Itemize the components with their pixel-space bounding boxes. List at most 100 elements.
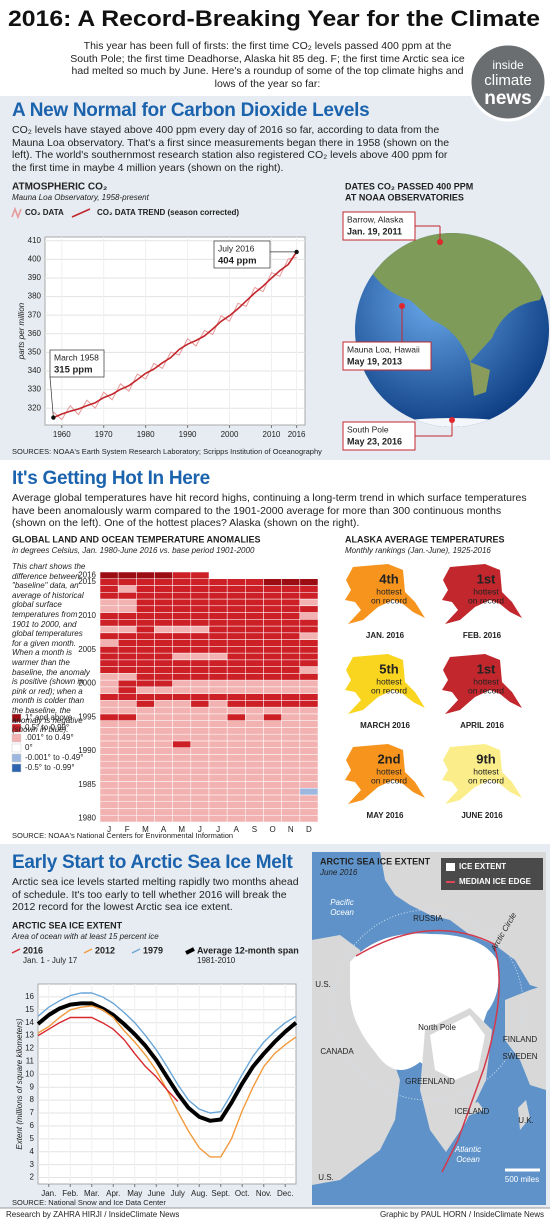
heat-cell bbox=[263, 639, 282, 647]
chart-title: ATMOSPHERIC CO₂ bbox=[12, 182, 107, 193]
heat-cell bbox=[245, 686, 264, 694]
heat-cell bbox=[208, 727, 228, 735]
heat-cell bbox=[117, 619, 137, 627]
heat-cell bbox=[154, 679, 173, 688]
heat-cell bbox=[226, 781, 246, 789]
heat-cell bbox=[299, 814, 319, 823]
heat-cell bbox=[172, 612, 192, 620]
heat-cell bbox=[154, 639, 173, 647]
x-tick-label: D bbox=[306, 825, 312, 834]
heat-cell bbox=[172, 706, 192, 715]
heat-cell bbox=[208, 781, 228, 789]
heat-cell bbox=[281, 794, 301, 802]
legend-label: 1° and above bbox=[25, 713, 73, 722]
x-tick-label: 2000 bbox=[221, 430, 239, 439]
heat-cell bbox=[172, 808, 192, 816]
heat-cell bbox=[299, 700, 319, 708]
heat-cell bbox=[136, 808, 155, 816]
heat-cell bbox=[190, 781, 210, 789]
heat-cell bbox=[208, 666, 228, 674]
legend-swatch bbox=[11, 763, 22, 773]
heat-cell bbox=[263, 767, 282, 775]
map-legend-label: MEDIAN ICE EDGE bbox=[459, 877, 532, 886]
heat-cell bbox=[154, 686, 173, 694]
rank: 9th bbox=[476, 751, 496, 766]
heat-cell bbox=[136, 666, 155, 674]
x-tick-label: Mar. bbox=[84, 1189, 100, 1198]
heat-cell bbox=[299, 801, 319, 809]
heat-cell bbox=[117, 598, 137, 607]
heat-cell bbox=[136, 585, 155, 593]
heat-cell bbox=[208, 760, 228, 769]
heat-cell bbox=[117, 787, 137, 796]
heat-cell bbox=[263, 720, 282, 728]
heat-cell bbox=[208, 686, 228, 694]
legend-swatch bbox=[11, 743, 22, 753]
heat-cell bbox=[281, 673, 301, 681]
x-tick-label: A bbox=[161, 825, 167, 834]
heat-cell bbox=[172, 652, 192, 661]
heat-cell bbox=[154, 673, 173, 681]
month-label: MAY 2016 bbox=[367, 811, 404, 820]
heat-cell bbox=[99, 605, 119, 613]
heat-cell bbox=[154, 666, 173, 674]
arctic-map bbox=[312, 852, 546, 1205]
heat-cell bbox=[99, 814, 119, 823]
heat-cell bbox=[190, 571, 210, 580]
heat-cell bbox=[208, 625, 228, 634]
heat-cell bbox=[154, 754, 173, 762]
map-label: CANADA bbox=[320, 1047, 354, 1056]
heat-cell bbox=[226, 794, 246, 802]
heat-cell bbox=[190, 801, 210, 809]
alaska-map bbox=[442, 564, 522, 624]
heat-cell bbox=[299, 767, 319, 775]
legend-note: 1981-2010 bbox=[197, 956, 236, 965]
heat-cell bbox=[281, 646, 301, 654]
heat-cell bbox=[117, 801, 137, 809]
map-label: North Pole bbox=[418, 1023, 456, 1032]
heat-cell bbox=[136, 700, 155, 708]
heat-cell bbox=[281, 781, 301, 789]
heat-cell bbox=[208, 632, 228, 640]
heat-cell bbox=[154, 571, 173, 580]
heat-cell bbox=[154, 693, 173, 701]
heat-cell bbox=[117, 646, 137, 654]
heat-cell bbox=[263, 666, 282, 674]
heat-cell bbox=[281, 612, 301, 620]
annotation-label: March 1958 bbox=[54, 352, 99, 362]
heat-cell bbox=[99, 625, 119, 634]
heat-cell bbox=[190, 585, 210, 593]
section-heading: A New Normal for Carbon Dioxide Levels bbox=[12, 100, 370, 121]
x-tick-label: J bbox=[216, 825, 220, 834]
legend-swatch bbox=[11, 713, 22, 723]
heat-cell bbox=[263, 700, 282, 708]
heat-cell bbox=[208, 747, 228, 755]
heat-cell bbox=[154, 767, 173, 775]
heat-cell bbox=[299, 666, 319, 674]
heat-cell bbox=[245, 598, 264, 607]
heat-cell bbox=[172, 679, 192, 688]
heat-cell bbox=[99, 585, 119, 593]
heat-cell bbox=[99, 760, 119, 769]
heat-cell bbox=[208, 740, 228, 748]
heat-cell bbox=[99, 767, 119, 775]
heat-cell bbox=[208, 787, 228, 796]
heat-cell bbox=[263, 814, 282, 823]
heat-cell bbox=[208, 693, 228, 701]
heat-cell bbox=[263, 652, 282, 661]
heat-cell bbox=[299, 706, 319, 715]
map-subtitle: June 2016 bbox=[319, 868, 358, 877]
heat-cell bbox=[208, 646, 228, 654]
heat-cell bbox=[117, 754, 137, 762]
heat-cell bbox=[263, 781, 282, 789]
callout-box bbox=[342, 341, 432, 371]
heat-cell bbox=[172, 754, 192, 762]
month-label: JAN. 2016 bbox=[366, 631, 405, 640]
heat-cell bbox=[117, 781, 137, 789]
heat-cell bbox=[226, 747, 246, 755]
station-place: South Pole bbox=[347, 424, 389, 434]
heat-cell bbox=[190, 592, 210, 600]
heat-cell bbox=[299, 787, 319, 796]
heat-cell bbox=[136, 679, 155, 688]
heat-cell bbox=[154, 632, 173, 640]
